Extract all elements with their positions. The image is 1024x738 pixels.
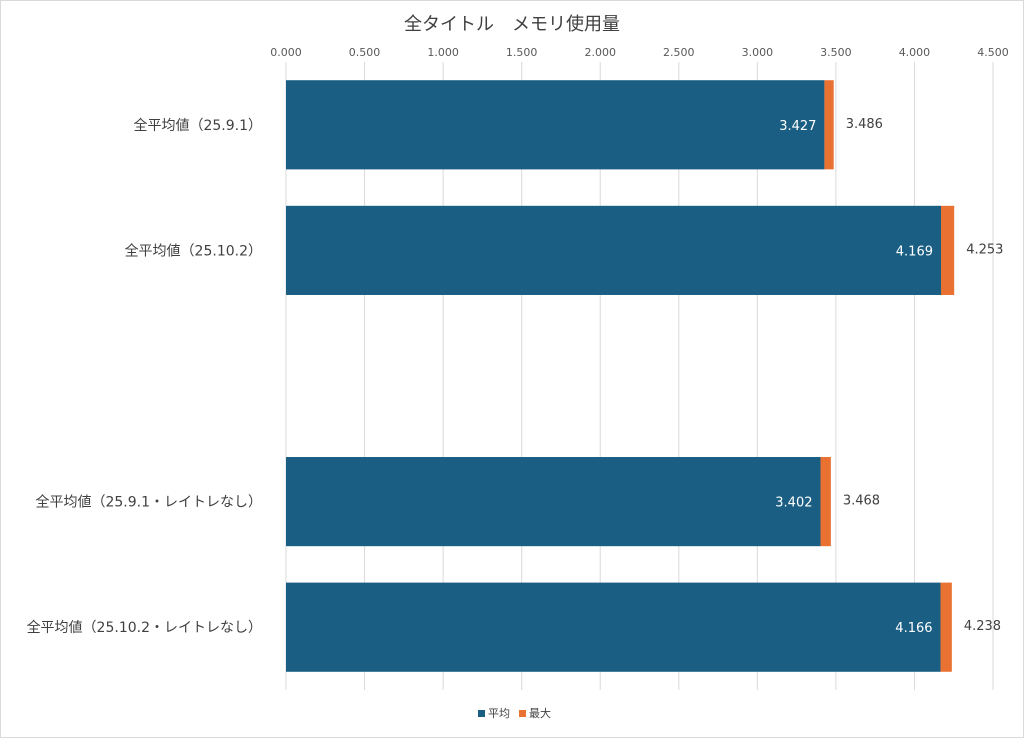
bar-average	[286, 457, 821, 547]
data-label-average: 3.427	[779, 119, 816, 134]
data-label-max: 4.238	[964, 619, 1001, 634]
bar-average	[286, 205, 941, 295]
data-label-average: 4.169	[896, 244, 933, 259]
x-tick-label: 3.000	[742, 46, 774, 59]
x-tick-label: 2.500	[663, 46, 695, 59]
data-label-average: 4.166	[895, 621, 932, 636]
category-label: 全平均値（25.10.2・レイトレなし）	[27, 619, 262, 636]
x-tick-label: 3.500	[820, 46, 852, 59]
bar-max	[940, 582, 952, 672]
x-tick-label: 0.000	[270, 46, 302, 59]
bar-max	[940, 205, 955, 295]
category-label: 全平均値（25.9.1・レイトレなし）	[35, 494, 262, 511]
x-tick-label: 4.500	[977, 46, 1009, 59]
bar-average	[286, 80, 825, 170]
x-axis-ticks: 0.000 0.500 1.000 1.500 2.000 2.500 3.000 3.500…	[270, 46, 1009, 59]
data-label-max: 3.468	[843, 494, 880, 509]
x-tick-label: 4.000	[899, 46, 931, 59]
legend-swatch-average	[478, 710, 485, 717]
x-tick-label: 1.000	[427, 46, 459, 59]
legend-swatch-max	[519, 710, 526, 717]
legend-label: 平均	[488, 707, 510, 720]
bar-max	[824, 80, 834, 170]
bars	[286, 80, 955, 672]
legend: 平均 最大	[478, 706, 551, 720]
data-label-max: 3.486	[846, 117, 883, 132]
bar-average	[286, 582, 941, 672]
category-label: 全平均値（25.10.2）	[125, 242, 262, 259]
category-label: 全平均値（25.9.1）	[133, 117, 262, 134]
data-label-max: 4.253	[966, 242, 1003, 257]
data-labels: 3.427 3.486 4.169 4.253 3.402 3.468 4.166 4.238	[775, 117, 1003, 636]
chart-title: 全タイトル メモリ使用量	[404, 14, 620, 35]
legend-label: 最大	[529, 706, 551, 720]
x-tick-label: 2.000	[584, 46, 616, 59]
x-tick-label: 0.500	[349, 46, 381, 59]
data-label-average: 3.402	[775, 496, 812, 511]
category-labels: 全平均値（25.9.1） 全平均値（25.10.2） 全平均値（25.9.1・レイト…	[27, 117, 262, 636]
bar-max	[820, 457, 831, 547]
x-tick-label: 1.500	[506, 46, 538, 59]
